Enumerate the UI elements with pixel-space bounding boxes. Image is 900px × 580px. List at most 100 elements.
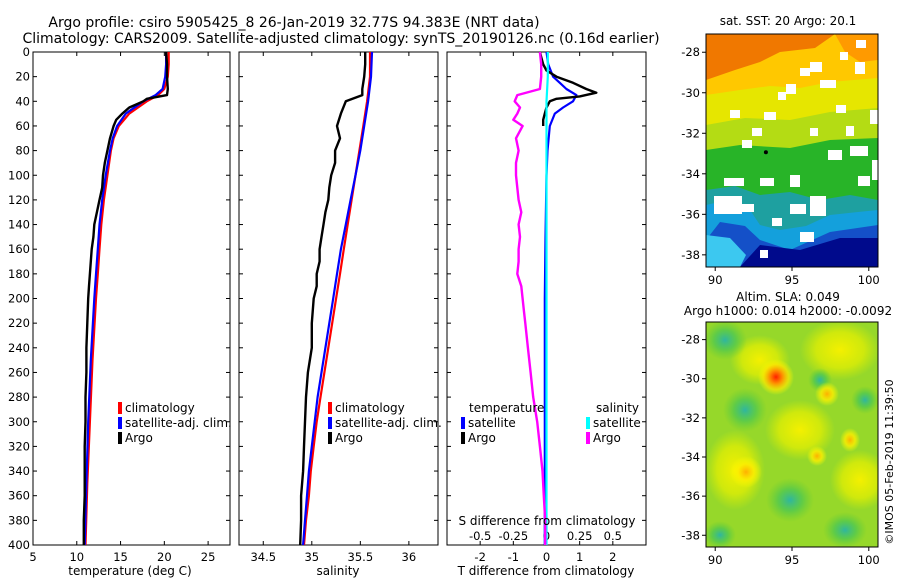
map-x-tick-label: 100 (858, 553, 880, 567)
temperature-xlabel: temperature (deg C) (68, 564, 191, 578)
legend-argo-label: Argo (335, 431, 363, 445)
map-y-tick-label: -38 (681, 528, 700, 542)
y-tick-label: 60 (15, 119, 30, 133)
map-x-tick-label: 100 (858, 273, 880, 287)
y-tick-label: 0 (23, 45, 30, 59)
series-line-climatology (84, 52, 170, 545)
sst-map-axes: 90 95 100 -28 -30 -32 -34 -36 -38 (681, 45, 880, 287)
map-x-tick-label: 95 (785, 273, 800, 287)
salinity-legend: climatology satellite-adj. clim. Argo (328, 401, 442, 445)
sst-map-title: sat. SST: 20 Argo: 20.1 (720, 14, 857, 28)
y-tick-label: 280 (8, 390, 30, 404)
legend-swatch-climatology (118, 402, 122, 414)
sla-map-axes: 90 95 100 -28 -30 -32 -34 -36 -38 (681, 333, 880, 567)
legend-temp-satellite-label: satellite (468, 416, 516, 430)
x-tick-label: 10 (69, 550, 84, 564)
legend-climatology-label: climatology (125, 401, 195, 415)
series-line-argo (299, 52, 367, 545)
legend-argo-label: Argo (125, 431, 153, 445)
y-tick-label: 140 (8, 218, 30, 232)
salinity-panel-frame (238, 51, 439, 546)
legend-sal-argo-label: Argo (593, 431, 621, 445)
difference-x2label: S difference from climatology (459, 514, 636, 528)
map-y-tick-label: -28 (681, 333, 700, 347)
x-tick-label: 0 (543, 550, 550, 564)
map-x-tick-label: 90 (708, 553, 723, 567)
difference-legend: temperature satellite Argo salinity sate… (461, 401, 641, 445)
map-x-tick-label: 95 (785, 553, 800, 567)
sla-map-image (706, 322, 878, 547)
map-y-tick-label: -30 (681, 372, 700, 386)
legend-swatch-argo (118, 432, 122, 444)
sst-map-image (706, 34, 878, 267)
series-line-temperature-satellite (543, 52, 578, 545)
x-tick-label: 1 (576, 550, 583, 564)
legend-swatch-satellite-adj (328, 417, 332, 429)
x-tick-label: 15 (113, 550, 128, 564)
legend-swatch-temp-satellite (461, 417, 465, 429)
map-y-tick-label: -36 (681, 207, 700, 221)
y-tick-label: 260 (8, 365, 30, 379)
legend-sal-satellite-label: satellite (593, 416, 641, 430)
map-y-tick-label: -36 (681, 489, 700, 503)
y-tick-label: 200 (8, 292, 30, 306)
y-tick-label: 360 (8, 489, 30, 503)
temperature-panel-frame (32, 51, 231, 546)
y-tick-label: 240 (8, 341, 30, 355)
title-line-1: Argo profile: csiro 5905425_8 26-Jan-201… (48, 15, 539, 31)
x-tick-label: 35.5 (348, 550, 374, 564)
y-tick-label: 340 (8, 464, 30, 478)
x2-tick-label: -0.25 (498, 529, 528, 543)
temperature-legend: climatology satellite-adj. clim. Argo (118, 401, 232, 445)
series-line-argo (82, 52, 170, 545)
x2-tick-label: 0.25 (567, 529, 593, 543)
map-y-tick-label: -34 (681, 450, 700, 464)
difference-xlabel: T difference from climatology (457, 564, 635, 578)
legend-salinity-heading: salinity (596, 401, 639, 415)
legend-swatch-sal-satellite (586, 417, 590, 429)
y-tick-label: 160 (8, 242, 30, 256)
salinity-xlabel: salinity (316, 564, 359, 578)
series-line-satellite-adj-clim- (302, 52, 374, 545)
map-y-tick-label: -28 (681, 45, 700, 59)
legend-climatology-label: climatology (335, 401, 405, 415)
x-tick-label: 2 (609, 550, 616, 564)
series-line-salinity-argo (512, 52, 547, 545)
y-tick-label: 400 (8, 538, 30, 552)
x-tick-label: 20 (157, 550, 172, 564)
x-tick-label: 36 (402, 550, 417, 564)
x2-tick-label: 0.5 (604, 529, 622, 543)
y-tick-label: 180 (8, 267, 30, 281)
x-tick-label: -1 (508, 550, 519, 564)
map-y-tick-label: -38 (681, 248, 700, 262)
legend-swatch-climatology (328, 402, 332, 414)
copyright-stamp: ©IMOS 05-Feb-2019 11:39:50 (883, 379, 896, 544)
x-tick-label: -2 (474, 550, 485, 564)
sla-map-title-2: Argo h1000: 0.014 h2000: -0.0092 (684, 304, 892, 318)
x2-tick-label: -0.5 (469, 529, 491, 543)
y-tick-label: 40 (15, 94, 30, 108)
title-line-2: Climatology: CARS2009. Satellite-adjuste… (22, 31, 659, 47)
temperature-axes: 0 20 40 60 80 100 120 140 160 180 200 220 240 260 280 3… (8, 45, 230, 564)
x-tick-label: 34.5 (250, 550, 276, 564)
map-x-tick-label: 90 (708, 273, 723, 287)
legend-temp-argo-label: Argo (468, 431, 496, 445)
salinity-axes: 34.5 35 35.5 36 (239, 51, 438, 564)
legend-temperature-heading: temperature (469, 401, 544, 415)
y-tick-label: 120 (8, 193, 30, 207)
y-tick-label: 320 (8, 439, 30, 453)
series-line-satellite-adj-clim- (83, 52, 168, 545)
legend-satellite-adj-label: satellite-adj. clim. (125, 416, 232, 430)
y-tick-label: 80 (15, 144, 30, 158)
y-tick-label: 300 (8, 415, 30, 429)
series-line-salinity-satellite (545, 52, 549, 545)
y-tick-label: 20 (15, 70, 30, 84)
x-tick-label: 5 (29, 550, 36, 564)
salinity-series (299, 52, 374, 545)
y-tick-label: 220 (8, 316, 30, 330)
map-y-tick-label: -34 (681, 167, 700, 181)
temperature-series (82, 52, 170, 545)
legend-swatch-temp-argo (461, 432, 465, 444)
map-y-tick-label: -30 (681, 86, 700, 100)
